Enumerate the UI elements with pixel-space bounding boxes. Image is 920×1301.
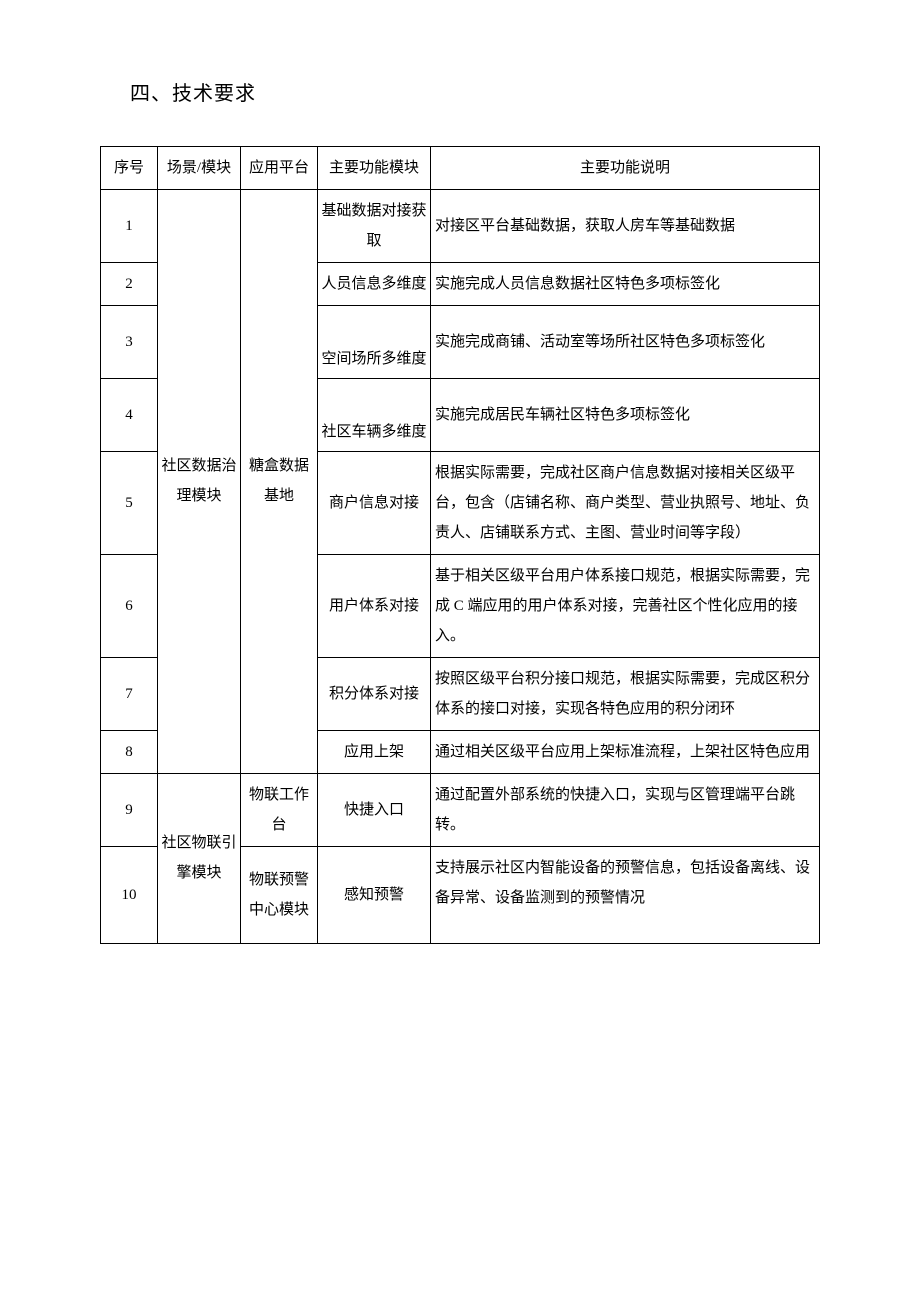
cell-platform: 物联工作台 <box>241 773 318 846</box>
col-header-scene: 场景/模块 <box>158 146 241 189</box>
cell-desc: 实施完成居民车辆社区特色多项标签化 <box>431 378 820 451</box>
cell-module-text: 空间场所多维度 <box>318 344 430 374</box>
table-row: 9 社区物联引擎模块 物联工作台 快捷入口 通过配置外部系统的快捷入口，实现与区… <box>101 773 820 846</box>
cell-idx: 2 <box>101 262 158 305</box>
requirements-table: 序号 场景/模块 应用平台 主要功能模块 主要功能说明 1 社区数据治理模块 糖… <box>100 146 820 944</box>
cell-desc: 实施完成人员信息数据社区特色多项标签化 <box>431 262 820 305</box>
cell-module-text: 社区车辆多维度 <box>318 417 430 447</box>
cell-module: 感知预警 <box>318 846 431 943</box>
cell-desc: 支持展示社区内智能设备的预警信息，包括设备离线、设备异常、设备监测到的预警情况 <box>431 846 820 943</box>
cell-idx: 1 <box>101 189 158 262</box>
cell-module: 用户体系对接 <box>318 554 431 657</box>
col-header-idx: 序号 <box>101 146 158 189</box>
cell-module: 空间场所多维度 .. <box>318 305 431 378</box>
cell-desc: 实施完成商铺、活动室等场所社区特色多项标签化 <box>431 305 820 378</box>
cell-idx: 4 <box>101 378 158 451</box>
cell-desc: 通过相关区级平台应用上架标准流程，上架社区特色应用 <box>431 730 820 773</box>
cell-desc: 根据实际需要，完成社区商户信息数据对接相关区级平台，包含（店铺名称、商户类型、营… <box>431 451 820 554</box>
cell-scene: 社区数据治理模块 <box>158 189 241 773</box>
table-body: 1 社区数据治理模块 糖盒数据基地 基础数据对接获取 对接区平台基础数据，获取人… <box>101 189 820 943</box>
col-header-desc: 主要功能说明 <box>431 146 820 189</box>
table-row: 1 社区数据治理模块 糖盒数据基地 基础数据对接获取 对接区平台基础数据，获取人… <box>101 189 820 262</box>
cell-idx: 9 <box>101 773 158 846</box>
cell-desc: 通过配置外部系统的快捷入口，实现与区管理端平台跳转。 <box>431 773 820 846</box>
cell-desc: 按照区级平台积分接口规范，根据实际需要，完成区积分体系的接口对接，实现各特色应用… <box>431 657 820 730</box>
table-header-row: 序号 场景/模块 应用平台 主要功能模块 主要功能说明 <box>101 146 820 189</box>
cell-idx: 8 <box>101 730 158 773</box>
cell-module: 基础数据对接获取 <box>318 189 431 262</box>
cell-module: 社区车辆多维度 .. <box>318 378 431 451</box>
cell-platform: 糖盒数据基地 <box>241 189 318 773</box>
cell-idx: 5 <box>101 451 158 554</box>
cell-module: 人员信息多维度 <box>318 262 431 305</box>
cell-idx: 10 <box>101 846 158 943</box>
col-header-platform: 应用平台 <box>241 146 318 189</box>
cell-idx: 6 <box>101 554 158 657</box>
col-header-module: 主要功能模块 <box>318 146 431 189</box>
cell-module: 应用上架 <box>318 730 431 773</box>
cell-desc: 对接区平台基础数据，获取人房车等基础数据 <box>431 189 820 262</box>
cell-module: 快捷入口 <box>318 773 431 846</box>
cell-idx: 7 <box>101 657 158 730</box>
cell-scene: 社区物联引擎模块 <box>158 773 241 943</box>
section-title: 四、技术要求 <box>130 77 820 106</box>
cell-module: 积分体系对接 <box>318 657 431 730</box>
cell-idx: 3 <box>101 305 158 378</box>
cell-platform: 物联预警中心模块 <box>241 846 318 943</box>
cell-desc: 基于相关区级平台用户体系接口规范，根据实际需要，完成 C 端应用的用户体系对接，… <box>431 554 820 657</box>
cell-module: 商户信息对接 <box>318 451 431 554</box>
